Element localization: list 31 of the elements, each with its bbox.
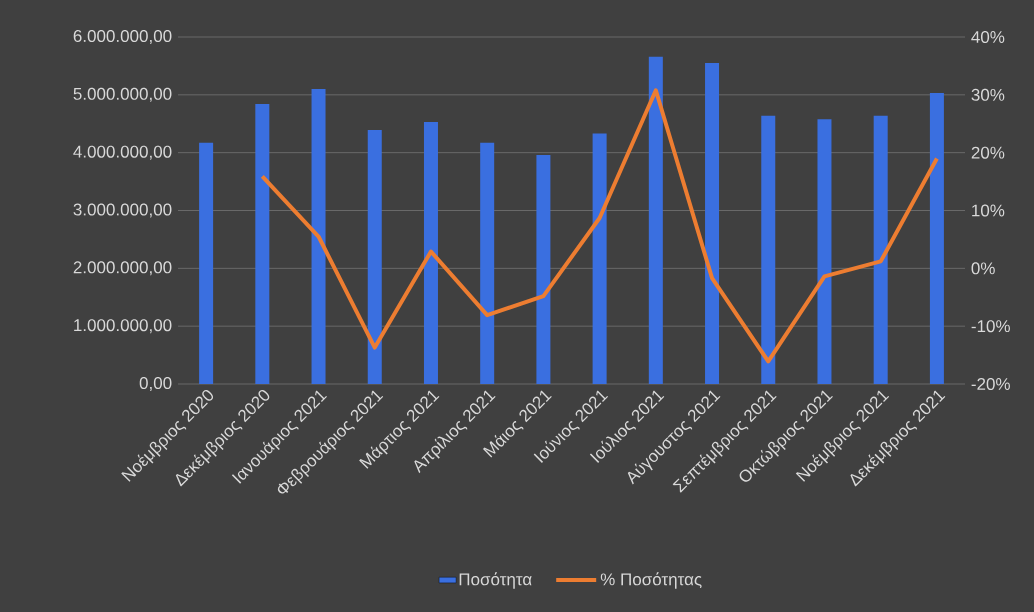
bar <box>761 115 776 384</box>
y2-tick-label: 30% <box>971 88 1005 101</box>
bar <box>873 115 888 384</box>
legend-label: % Ποσότητας <box>600 572 702 589</box>
bar <box>592 133 607 384</box>
y2-tick-label: -20% <box>971 377 1010 391</box>
y-tick-label: 5.000.000,00 <box>73 87 172 102</box>
legend-label: Ποσότητα <box>459 572 532 589</box>
y-tick-label: 4.000.000,00 <box>73 145 172 160</box>
y2-tick-label: -10% <box>971 320 1010 333</box>
line-series <box>260 88 939 364</box>
y-tick-label: 0,00 <box>139 376 172 392</box>
bar <box>648 56 663 384</box>
y2-tick-label: 40% <box>971 30 1005 44</box>
y-tick-label: 1.000.000,00 <box>74 319 172 334</box>
y2-tick-label: 20% <box>971 146 1005 159</box>
y-tick-label: 3.000.000,00 <box>73 203 172 218</box>
bar <box>255 104 270 384</box>
y2-tick-label: 10% <box>972 204 1005 217</box>
y-tick-label: 2.000.000,00 <box>73 261 172 276</box>
bar <box>480 142 495 384</box>
bar <box>929 93 944 384</box>
bar <box>536 154 551 384</box>
bar <box>199 142 214 384</box>
y-tick-label: 6.000.000,00 <box>73 29 172 45</box>
bar <box>423 122 438 384</box>
bar <box>705 63 720 384</box>
bar <box>367 130 382 384</box>
bar <box>311 89 326 384</box>
bar <box>817 119 832 384</box>
y2-tick-label: 0% <box>971 262 995 275</box>
